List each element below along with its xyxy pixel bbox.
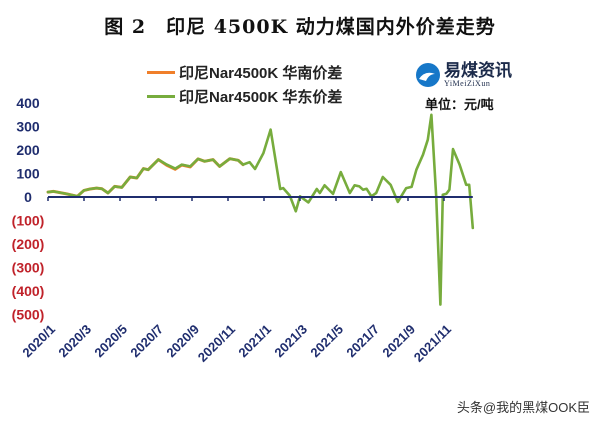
y-tick-label: 200 [16, 142, 40, 158]
series-line-south [46, 157, 245, 198]
unit-label: 单位：元/吨 [425, 97, 494, 112]
x-tick-label: 2020/1 [19, 322, 58, 361]
legend-item-east: 印尼Nar4500K 华东价差 [147, 86, 342, 107]
x-tick-label: 2020/3 [55, 322, 94, 361]
logo-sub: YiMeiZiXun [444, 79, 491, 88]
chart-title: 图 2 印尼 4500K 动力煤国内外价差走势 [104, 16, 496, 38]
y-tick-label: 400 [16, 95, 40, 111]
legend-label-south: 印尼Nar4500K 华南价差 [179, 65, 343, 82]
series-line-east [46, 113, 475, 306]
y-tick-label: (500) [12, 307, 45, 323]
x-tick-label: 2021/11 [411, 322, 454, 365]
y-tick-label: 100 [16, 166, 40, 182]
logo-name: 易煤资讯 [444, 61, 512, 80]
y-tick-label: 0 [24, 189, 32, 205]
legend-label-east: 印尼Nar4500K 华东价差 [179, 89, 343, 106]
x-tick-label: 2021/1 [235, 322, 274, 361]
legend-swatch-east [147, 95, 175, 98]
x-tick-label: 2020/11 [195, 322, 238, 365]
x-tick-label: 2020/5 [91, 322, 130, 361]
legend-item-south: 印尼Nar4500K 华南价差 [147, 62, 342, 83]
y-tick-label: 300 [16, 119, 40, 135]
logo-icon [416, 63, 440, 87]
y-tick-label: (100) [12, 213, 45, 229]
x-tick-label: 2021/5 [307, 322, 346, 361]
y-tick-label: (300) [12, 260, 45, 276]
watermark: 头条@我的黑煤OOK臣 [456, 400, 590, 415]
y-tick-label: (200) [12, 236, 45, 252]
x-tick-label: 2020/7 [127, 322, 166, 361]
x-tick-label: 2021/3 [271, 322, 310, 361]
y-tick-label: (400) [12, 283, 45, 299]
legend-swatch-south [147, 71, 175, 74]
logo: 易煤资讯 YiMeiZiXun [415, 62, 512, 88]
x-tick-label: 2021/7 [343, 322, 382, 361]
